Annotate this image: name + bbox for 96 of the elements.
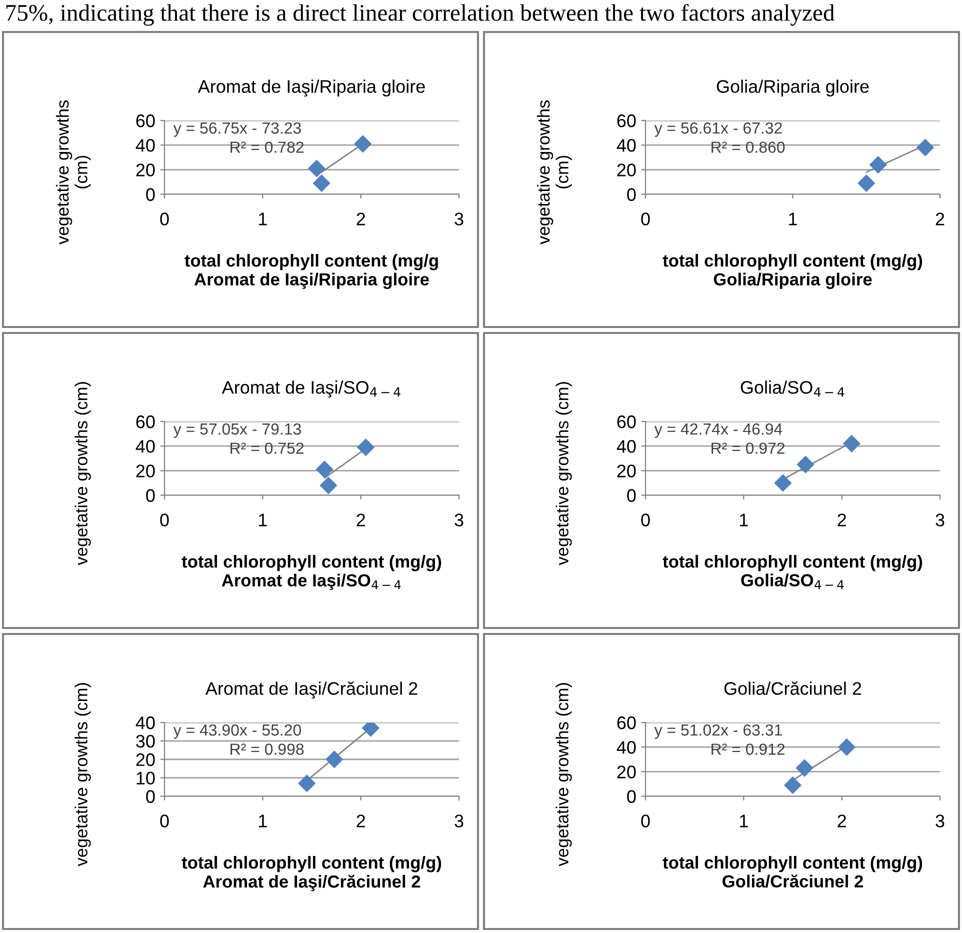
text: 75%, indicating that there is a direct linear correlation between the two factors analyzed: [6, 4, 834, 26]
x-axis-title: total chlorophyll content (mg/g) Aromat de Iaşi/Crăciunel 2: [182, 856, 442, 892]
x-tick-label: 2: [936, 212, 944, 226]
y-tick-label: 60: [617, 114, 636, 128]
point: [916, 138, 934, 156]
annotation: y = 43.90x - 55.20: [173, 724, 302, 739]
point: [320, 476, 337, 494]
x-tick-label: 1: [259, 814, 267, 828]
x-axis-title: total chlorophyll content (mg/g) Golia/SO$_{4−4}$: [662, 554, 922, 590]
x-tick-label: 1: [259, 212, 267, 226]
point: [316, 460, 334, 478]
point: [298, 774, 316, 792]
y-tick-label: 20: [617, 164, 636, 176]
x-tick-label: 1: [259, 514, 267, 526]
annotation: R² = 0.782: [230, 142, 304, 153]
point: [774, 474, 792, 492]
y-tick-label: 10: [136, 772, 155, 785]
point: [796, 456, 814, 474]
y-tick-label: 30: [136, 734, 155, 748]
y-tick-label: 0: [146, 188, 155, 201]
y-tick-label: 60: [136, 114, 155, 128]
point: [838, 738, 856, 756]
y-tick-label: 0: [146, 790, 155, 803]
chart-title: Golia/Riparia gloire: [716, 80, 869, 96]
x-axis-title: total chlorophyll content (mg/g) Golia/Crăciunel 2: [662, 856, 922, 888]
y-tick-label: 20: [617, 464, 636, 478]
x-tick-label: 2: [356, 212, 365, 226]
y-tick-label: 40: [616, 139, 636, 152]
x-axis-title: total chlorophyll content (mg/g Aromat de Iaşi/Riparia gloire: [184, 254, 438, 289]
x-tick-label: 0: [641, 212, 650, 226]
annotation: R² = 0.972: [712, 442, 785, 454]
x-tick-label: 2: [356, 514, 365, 526]
y-tick-label: 40: [616, 741, 636, 754]
x-tick-label: 2: [838, 814, 846, 828]
x-tick-label: 0: [160, 212, 169, 226]
point: [858, 174, 875, 192]
annotation: R² = 0.752: [230, 442, 304, 454]
y-tick-label: 0: [146, 489, 155, 502]
annotation: y = 42.74x - 46.94: [654, 423, 782, 438]
y-axis-title: vegetative growths (cm): [536, 100, 572, 244]
chart-title: Aromat de Iaşi/Crăciunel 2: [205, 681, 418, 699]
x-axis-title: total chlorophyll content (mg/g) Aromat de Iaşi/SO$_{4−4}$: [182, 554, 442, 590]
x-tick-label: 2: [356, 814, 365, 828]
point: [784, 776, 802, 794]
y-tick-label: 20: [617, 766, 636, 778]
y-tick-label: 20: [136, 464, 155, 478]
y-tick-label: 40: [136, 716, 155, 730]
x-tick-label: 2: [838, 514, 846, 526]
x-tick-label: 3: [936, 814, 944, 828]
chart-title: Aromat de Iaşi/Riparia gloire: [198, 80, 425, 97]
x-tick-label: 1: [789, 212, 797, 226]
x-tick-label: 0: [160, 514, 169, 526]
x-axis-title: total chlorophyll content (mg/g) Golia/Riparia gloire: [662, 254, 922, 289]
point: [354, 135, 372, 152]
x-tick-label: 1: [740, 814, 748, 828]
x-tick-label: 0: [160, 814, 169, 828]
annotation: R² = 0.998: [230, 744, 304, 755]
y-tick-label: 60: [617, 415, 636, 428]
point: [843, 435, 860, 452]
point: [870, 156, 887, 174]
y-tick-label: 0: [627, 489, 636, 502]
annotation: R² = 0.860: [712, 142, 785, 153]
y-axis-title: vegetative growths (cm): [56, 100, 91, 244]
point: [326, 750, 343, 768]
y-axis-title: vegetative growths (cm): [74, 683, 91, 866]
y-tick-label: 20: [136, 164, 155, 176]
point: [313, 174, 330, 192]
y-tick-label: 60: [617, 716, 636, 730]
y-tick-label: 0: [627, 790, 636, 803]
x-tick-label: 3: [454, 514, 464, 526]
chart-title: Aromat de Iaşi/SO$_{4−4}$: [222, 380, 400, 398]
y-tick-label: 40: [616, 440, 636, 453]
x-tick-label: 3: [454, 814, 464, 828]
x-tick-label: 0: [641, 814, 650, 828]
annotation: y = 57.05x - 79.13: [173, 423, 301, 438]
y-axis-title: vegetative growths (cm): [74, 382, 91, 566]
x-tick-label: 3: [936, 514, 944, 526]
point: [796, 759, 814, 777]
y-tick-label: 0: [627, 188, 636, 201]
x-tick-label: 3: [454, 212, 464, 226]
chart-title: Golia/SO$_{4−4}$: [740, 380, 844, 397]
point: [308, 160, 326, 177]
annotation: y = 56.61x - 67.32: [654, 122, 782, 137]
y-tick-label: 40: [136, 139, 155, 152]
chart-title: Golia/Crăciunel 2: [724, 681, 862, 695]
y-tick-label: 60: [136, 415, 155, 428]
annotation: y = 56.75x - 73.23: [173, 122, 301, 137]
y-axis-title: vegetative growths (cm): [556, 382, 572, 566]
x-tick-label: 0: [641, 514, 650, 526]
y-tick-label: 20: [136, 753, 155, 766]
x-tick-label: 1: [740, 514, 748, 526]
y-tick-label: 40: [136, 440, 155, 453]
annotation: y = 51.02x - 63.31: [654, 724, 782, 739]
annotation: R² = 0.912: [712, 744, 785, 755]
y-axis-title: vegetative growths (cm): [556, 683, 572, 866]
point: [357, 438, 374, 456]
